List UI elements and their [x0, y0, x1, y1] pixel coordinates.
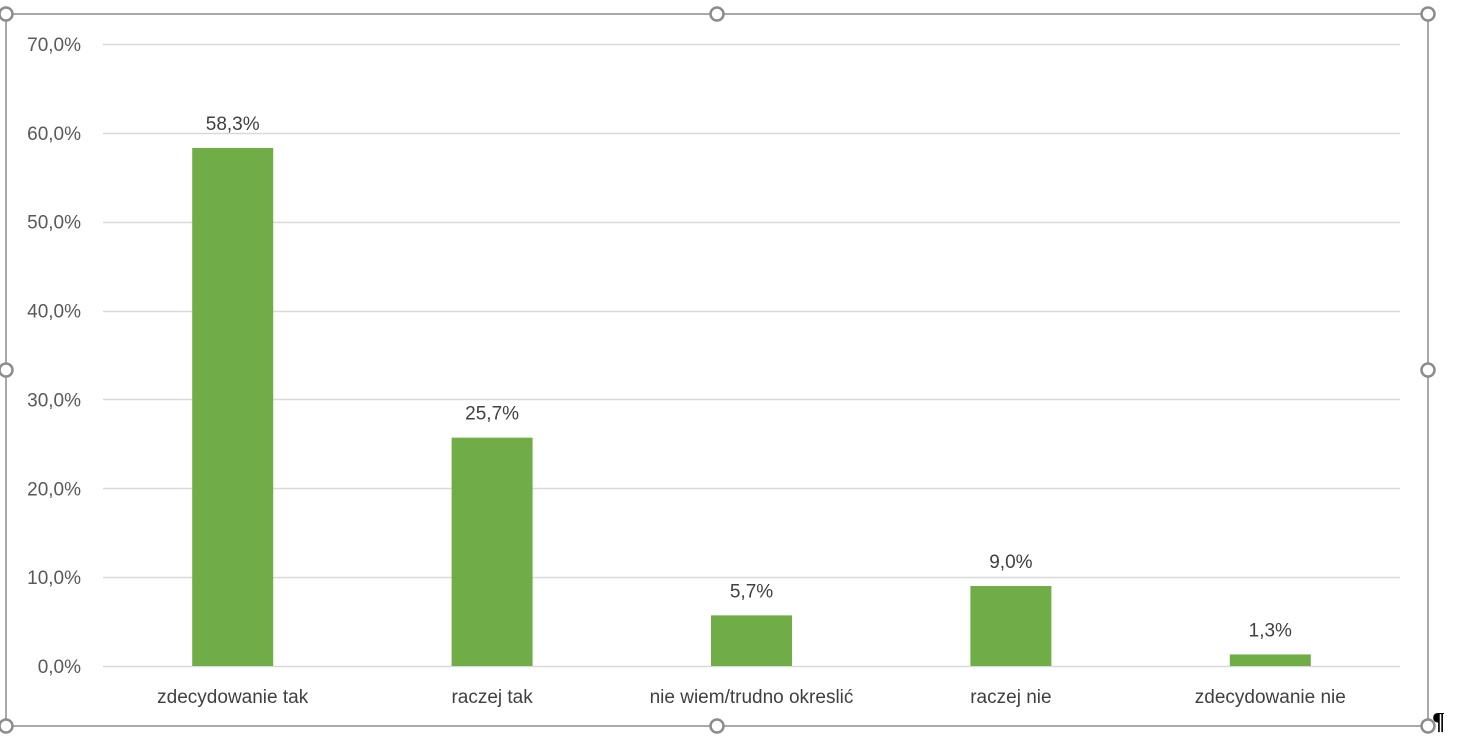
y-axis-tick-labels: 0,0% 10,0% 20,0% 30,0% 40,0% 50,0% 60,0% 70,0% — [27, 35, 81, 678]
data-label: 5,7% — [730, 581, 773, 602]
x-category-label: zdecydowanie nie — [1195, 687, 1346, 708]
selection-frame[interactable] — [0, 6, 1436, 734]
resize-handle[interactable] — [709, 718, 725, 734]
y-tick-label: 20,0% — [27, 479, 81, 500]
data-label: 1,3% — [1249, 620, 1292, 641]
bar[interactable] — [451, 437, 533, 666]
resize-handle[interactable] — [709, 6, 725, 22]
gridlines — [103, 43, 1400, 668]
x-category-label: raczej nie — [970, 687, 1051, 708]
data-label: 9,0% — [989, 552, 1032, 573]
x-axis-category-labels: zdecydowanie tak raczej tak nie wiem/trudn… — [157, 687, 1346, 708]
y-tick-label: 70,0% — [27, 35, 81, 56]
y-tick-label: 10,0% — [27, 568, 81, 589]
bars — [192, 147, 1311, 666]
bar[interactable] — [711, 615, 792, 666]
resize-handle[interactable] — [0, 718, 14, 734]
resize-handle[interactable] — [1420, 6, 1436, 22]
y-tick-label: 50,0% — [27, 213, 81, 234]
data-label: 58,3% — [206, 114, 260, 135]
x-category-label: zdecydowanie tak — [157, 687, 309, 708]
data-labels: 58,3% 25,7% 5,7% 9,0% 1,3% — [206, 114, 1292, 641]
x-category-label: raczej tak — [451, 687, 533, 708]
y-tick-label: 40,0% — [27, 302, 81, 323]
resize-handle[interactable] — [0, 362, 14, 378]
resize-handle[interactable] — [0, 6, 14, 22]
y-tick-label: 30,0% — [27, 390, 81, 411]
y-tick-label: 0,0% — [38, 657, 81, 678]
data-label: 25,7% — [465, 404, 519, 425]
resize-handle[interactable] — [1420, 718, 1436, 734]
bar[interactable] — [192, 147, 274, 666]
x-category-label: nie wiem/trudno okreslić — [650, 687, 854, 708]
y-tick-label: 60,0% — [27, 124, 81, 145]
paragraph-mark: ¶ — [1432, 709, 1445, 735]
resize-handle[interactable] — [1420, 362, 1436, 378]
bar[interactable] — [970, 586, 1052, 666]
bar[interactable] — [1229, 654, 1311, 666]
